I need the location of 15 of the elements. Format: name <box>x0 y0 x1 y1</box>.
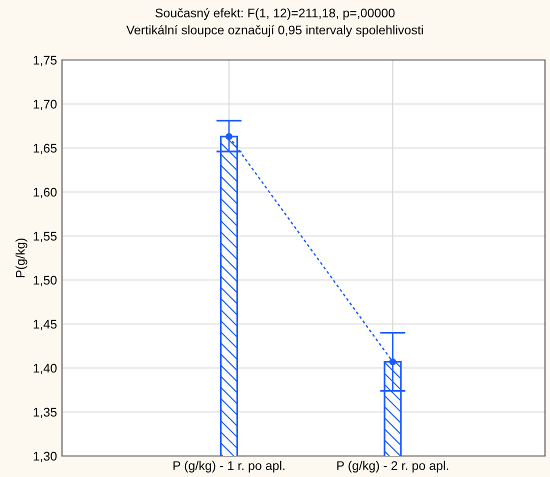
x-tick-label: P (g/kg) - 2 r. po apl. <box>337 460 448 473</box>
y-tick-label: 1,55 <box>34 232 57 242</box>
y-tick-label: 1,40 <box>34 364 57 374</box>
y-tick-label: 1,35 <box>34 408 57 418</box>
y-tick-label: 1,45 <box>34 320 57 330</box>
y-tick-label: 1,60 <box>34 188 57 198</box>
y-tick-label: 1,75 <box>34 56 57 66</box>
x-tick-label: P (g/kg) - 1 r. po apl. <box>174 460 284 473</box>
y-tick-label: 1,65 <box>34 144 57 154</box>
y-tick-label: 1,30 <box>34 452 57 462</box>
chart-title: Současný efekt: F(1, 12)=211,18, p=,00000 <box>155 8 395 20</box>
y-tick-label: 1,70 <box>34 100 57 110</box>
y-tick-label: 1,50 <box>34 276 57 286</box>
chart-subtitle: Vertikální sloupce označují 0,95 intervaly spolehlivosti <box>126 25 423 37</box>
y-axis-title: P(g/kg) <box>16 238 28 278</box>
